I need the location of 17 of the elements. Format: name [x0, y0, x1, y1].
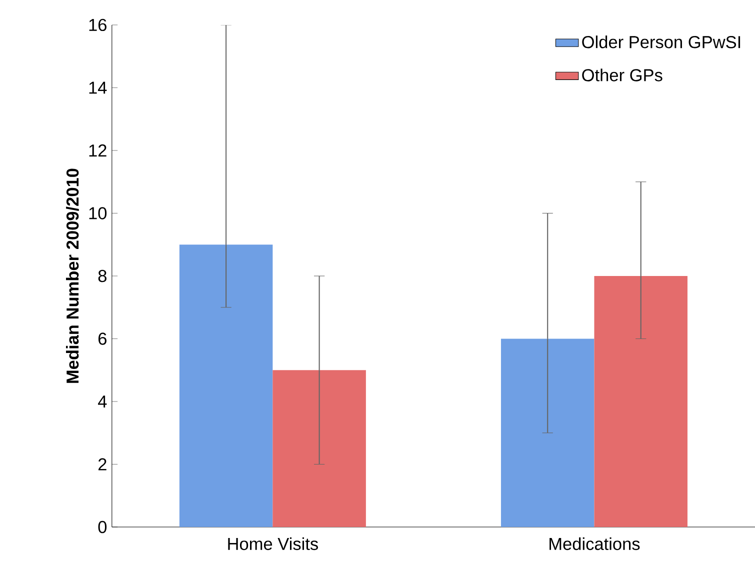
- y-tick-label: 14: [89, 82, 107, 94]
- y-tick-label: 6: [98, 332, 106, 345]
- y-tick-label: 8: [98, 270, 106, 282]
- y-tick-label: 2: [98, 458, 106, 470]
- legend-label: Older Person GPwSI: [582, 35, 740, 48]
- bar: [179, 244, 273, 527]
- y-tick-label: 10: [89, 207, 107, 220]
- y-axis-title: Median Number 2009/2010: [66, 168, 79, 383]
- y-tick-label: 4: [98, 395, 107, 408]
- y-tick-label: 16: [89, 18, 106, 31]
- y-tick-label: 0: [98, 520, 107, 534]
- x-tick-label: Medications: [550, 537, 640, 550]
- legend-label: Other GPs: [582, 68, 662, 82]
- bar: [500, 338, 594, 527]
- bar: [594, 276, 688, 527]
- x-tick-label: Home Visits: [228, 537, 318, 550]
- y-tick-label: 12: [89, 144, 106, 156]
